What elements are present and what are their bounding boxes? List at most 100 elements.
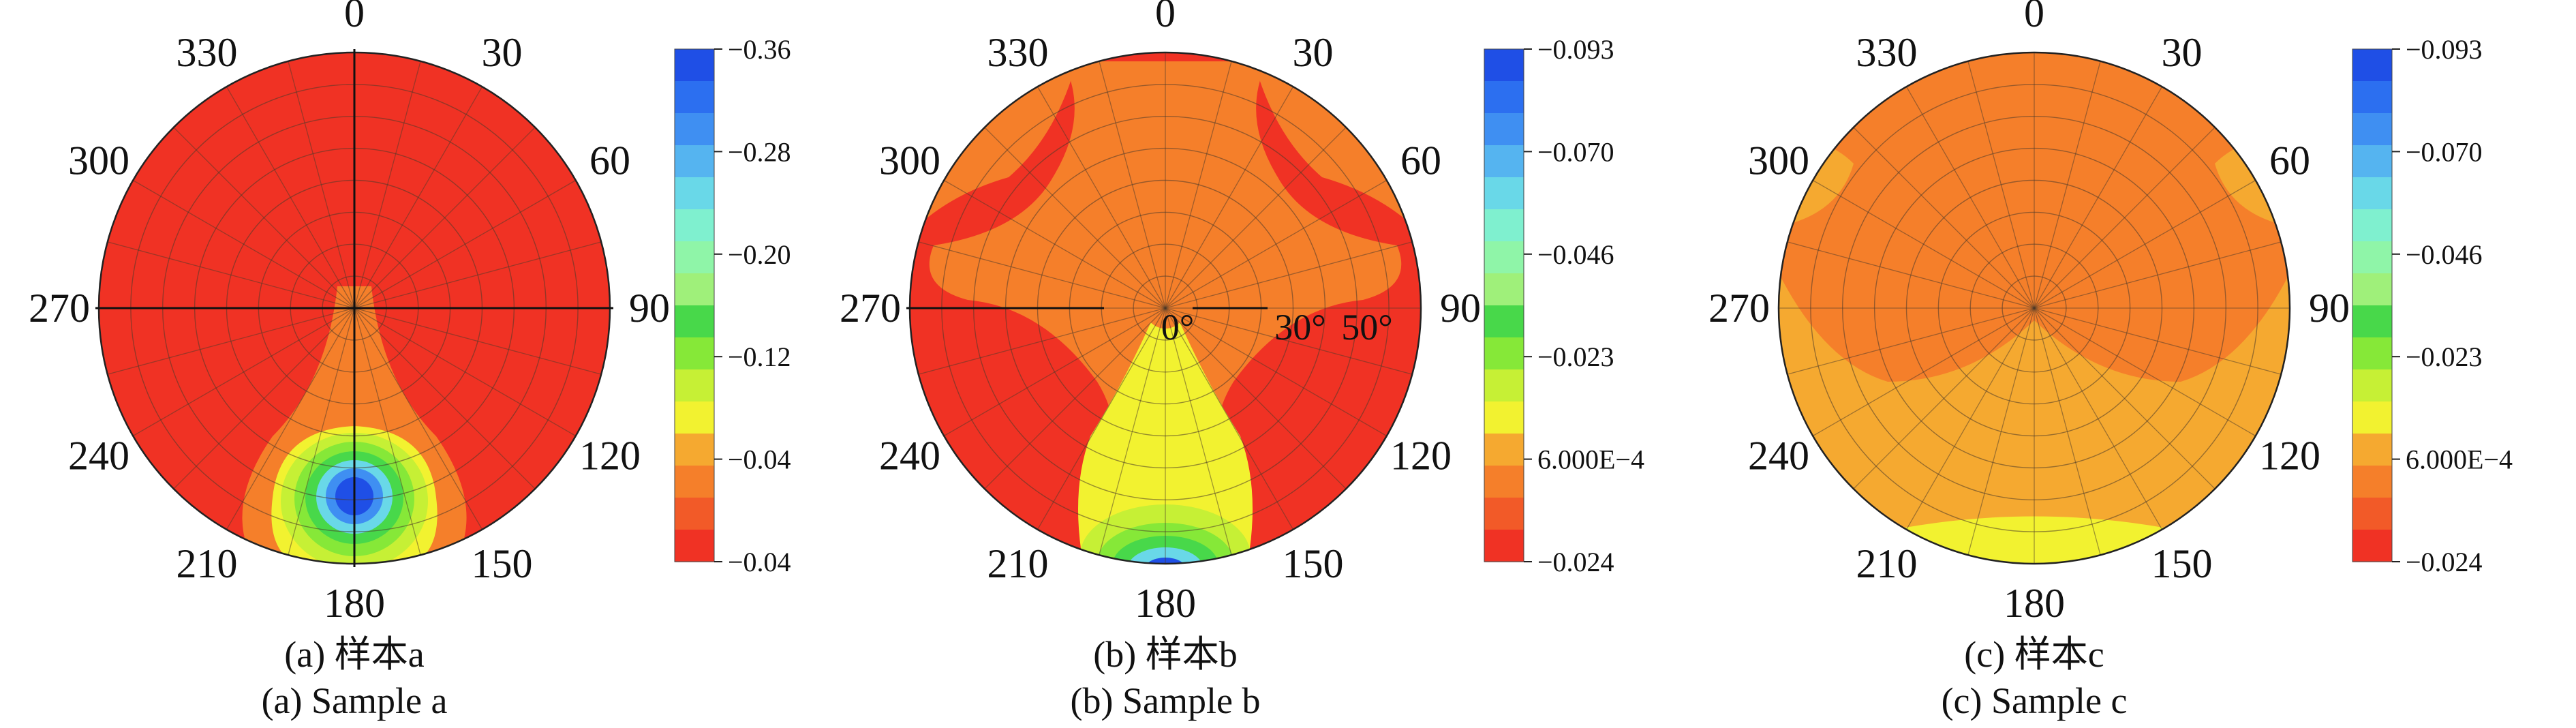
colorbar-b: −0.093 −0.070 −0.046 −0.023 6.000E−4 −0.024	[1484, 34, 1644, 577]
colorbar-swatch	[1484, 401, 1524, 434]
grid-spoke	[2034, 307, 2101, 556]
caption-cn-c: (c) 样本c	[1964, 634, 2104, 675]
angle-label-60: 60	[589, 138, 630, 183]
colorbar-tick-label: −0.070	[1537, 136, 1614, 167]
colorbar-swatch	[1484, 49, 1524, 82]
colorbar-tick-label: −0.093	[2406, 34, 2483, 65]
grid-spoke	[173, 127, 355, 309]
colorbar-swatch	[2352, 241, 2392, 274]
grid-spoke	[984, 127, 1166, 309]
angle-label-150: 150	[472, 541, 533, 586]
angle-labels-a: 0 30 60 90 120 150 180 210 240 270 300 330	[29, 0, 670, 626]
angle-label-330: 330	[987, 30, 1049, 75]
colorbar-swatch	[2352, 305, 2392, 338]
region-orange-topleft-b	[927, 61, 1077, 218]
grid-spoke	[1165, 241, 1413, 309]
angle-label-300: 300	[879, 138, 940, 183]
grid-spoke	[2034, 127, 2215, 309]
grid-spoke	[2034, 241, 2282, 309]
polar-rim-c	[1777, 51, 2291, 565]
grid-spoke	[2034, 307, 2163, 530]
colorbar-tick-label: 6.000E−4	[2406, 444, 2513, 475]
colorbar-frame	[1484, 48, 1524, 562]
angle-label-0: 0	[1155, 0, 1176, 35]
grid-spoke	[984, 307, 1166, 489]
colorbar-tick-label: −0.04	[728, 547, 791, 577]
ring-label-50: 50°	[1341, 307, 1393, 348]
grid-spoke	[354, 307, 421, 556]
angle-label-150: 150	[1283, 541, 1344, 586]
colorbar-swatch	[675, 49, 714, 82]
grid-spoke	[288, 61, 355, 309]
colorbar-frame	[674, 48, 715, 562]
panel-b: 0 30 60 90 120 150 180 210 240 270 300 330 0° 30° 5…	[840, 0, 1644, 721]
colorbar-tick-label: −0.023	[2406, 342, 2483, 372]
colorbar-swatch	[2352, 49, 2392, 82]
angle-label-210: 210	[177, 541, 238, 586]
colorbar-swatch	[1484, 530, 1524, 562]
grid-spoke	[132, 179, 355, 309]
angle-label-330: 330	[1856, 30, 1918, 75]
colorbar-swatch	[1484, 434, 1524, 466]
caption-en-b: (b) Sample b	[1071, 680, 1261, 721]
colorbar-swatch	[2352, 177, 2392, 210]
colorbar-swatch	[2352, 530, 2392, 562]
grid-spoke	[107, 307, 355, 375]
ring-label-30: 30°	[1274, 307, 1326, 348]
colorbar-swatch	[1484, 209, 1524, 242]
grid-spoke	[1165, 307, 1347, 489]
grid-spoke	[1853, 127, 2035, 309]
grid-spoke	[173, 307, 355, 489]
grid-spoke	[226, 307, 355, 530]
colorbar-tick-label: −0.093	[1537, 34, 1614, 65]
grid-spoke	[1787, 307, 2035, 375]
colorbar-swatch	[2352, 113, 2392, 146]
grid-spoke	[1037, 86, 1166, 309]
grid-spoke	[354, 127, 536, 309]
colorbar-swatch	[675, 273, 714, 306]
grid-spoke	[226, 86, 355, 309]
grid-spoke	[1853, 307, 2035, 489]
grid-spoke	[107, 241, 355, 309]
colorbar-swatch	[2352, 498, 2392, 530]
colorbar-swatch	[675, 434, 714, 466]
colorbar-swatch	[1484, 305, 1524, 338]
grid-spoke	[918, 307, 1166, 375]
colorbar-swatch	[1484, 177, 1524, 210]
colorbar-tick-label: −0.04	[728, 444, 791, 475]
angle-label-120: 120	[579, 434, 641, 479]
grid-spoke	[354, 307, 536, 489]
colorbar-swatch	[2352, 401, 2392, 434]
colorbar-swatch	[2352, 209, 2392, 242]
angle-label-0: 0	[344, 0, 365, 35]
colorbar-swatch	[675, 401, 714, 434]
polar-grid-c	[1778, 52, 2290, 564]
grid-spoke	[132, 307, 355, 437]
grid-spoke	[288, 307, 355, 556]
colorbar-tick-label: −0.28	[728, 136, 791, 167]
colorbar-tick-label: −0.12	[728, 342, 791, 372]
colorbar-swatch	[675, 337, 714, 370]
angle-label-240: 240	[879, 434, 940, 479]
grid-spoke	[1099, 307, 1166, 556]
grid-spoke	[1787, 241, 2035, 309]
colorbar-tick-label: −0.024	[2406, 547, 2483, 577]
colorbar-swatch	[675, 305, 714, 338]
colorbar-swatch	[1484, 337, 1524, 370]
colorbar-swatch	[1484, 369, 1524, 402]
grid-spoke	[1165, 307, 1232, 556]
angle-label-180: 180	[1135, 581, 1196, 626]
angle-label-300: 300	[68, 138, 129, 183]
colorbar-tick-label: −0.046	[2406, 239, 2483, 270]
angle-label-0: 0	[2024, 0, 2044, 35]
colorbar-swatch	[675, 466, 714, 498]
grid-spoke	[1165, 127, 1347, 309]
colorbar-swatch	[675, 177, 714, 210]
polar-grid-b	[909, 52, 1422, 564]
angle-label-120: 120	[1390, 434, 1452, 479]
grid-spoke	[1165, 179, 1387, 309]
colorbar-tick-label: 6.000E−4	[1537, 444, 1644, 475]
angle-labels-c: 0 30 60 90 120 150 180 210 240 270 300 330	[1708, 0, 2350, 626]
